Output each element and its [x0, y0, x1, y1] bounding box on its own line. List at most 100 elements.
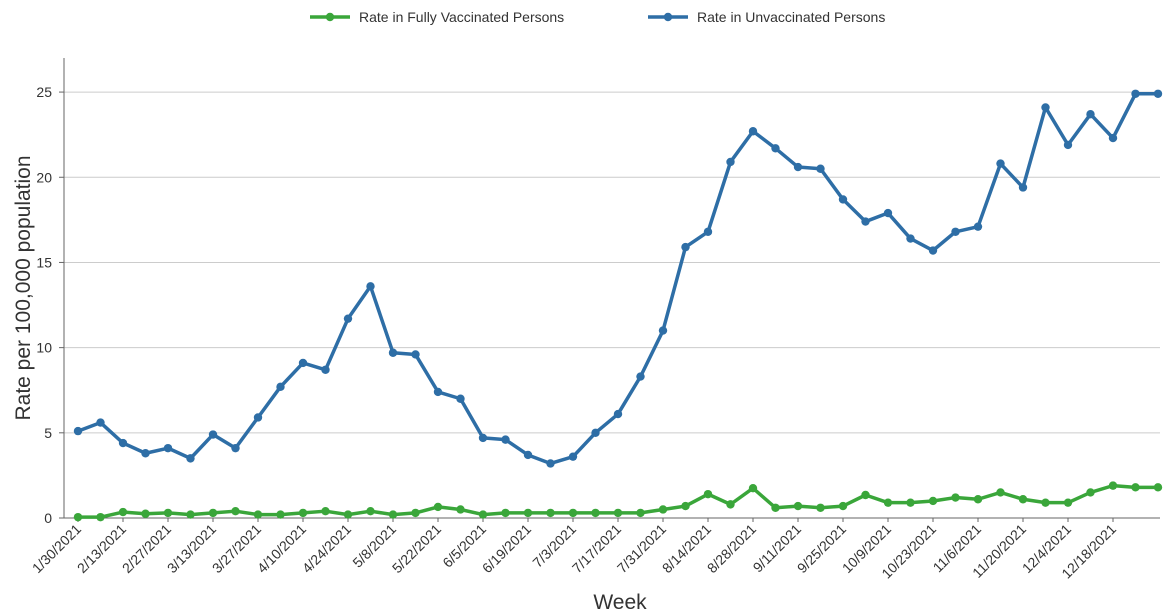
data-point — [208, 430, 218, 439]
data-point — [366, 282, 375, 291]
data-point — [816, 503, 825, 512]
data-point — [276, 382, 285, 392]
data-point — [748, 127, 758, 136]
gridlines — [59, 91, 1160, 522]
data-point — [703, 489, 713, 499]
data-point — [1108, 481, 1118, 490]
data-point — [906, 234, 915, 243]
data-point — [253, 510, 263, 519]
data-point — [816, 164, 825, 173]
data-point — [186, 510, 195, 519]
data-point — [1131, 89, 1140, 98]
legend-swatch-marker — [663, 12, 673, 22]
data-point — [1041, 498, 1050, 507]
legend-label: Rate in Unvaccinated Persons — [697, 9, 885, 25]
x-axis-title: Week — [593, 591, 647, 614]
data-point — [748, 483, 758, 493]
data-point — [1086, 488, 1095, 497]
legend-swatch-marker — [325, 12, 335, 22]
axes — [63, 58, 1160, 519]
data-point — [141, 449, 150, 458]
legend-item: Rate in Fully Vaccinated Persons — [310, 9, 564, 25]
data-point — [501, 508, 510, 518]
data-point — [1018, 495, 1028, 504]
data-point — [1018, 183, 1028, 192]
data-point — [771, 144, 780, 153]
data-point — [1063, 140, 1073, 150]
data-point — [591, 508, 600, 518]
data-point — [388, 348, 398, 357]
data-point — [861, 490, 870, 500]
data-point — [951, 227, 960, 236]
data-point — [681, 501, 690, 511]
y-tick-label: 15 — [36, 254, 52, 270]
x-tick-label: 6/19/2021 — [479, 521, 535, 577]
series-0 — [73, 481, 1163, 522]
data-point — [883, 498, 893, 507]
data-point — [636, 372, 645, 381]
legend-item: Rate in Unvaccinated Persons — [648, 9, 885, 25]
data-point — [523, 450, 533, 460]
data-point — [231, 443, 240, 453]
y-tick-labels: 0 5 10 15 20 25 — [36, 84, 52, 526]
data-point — [636, 508, 645, 518]
data-point — [546, 508, 555, 518]
data-point — [703, 227, 713, 236]
data-point — [96, 418, 105, 427]
data-point — [186, 454, 195, 463]
data-point — [208, 508, 218, 518]
y-axis-title: Rate per 100,000 population — [12, 155, 35, 420]
data-point — [523, 508, 533, 518]
data-point — [1153, 483, 1163, 492]
data-point — [928, 246, 938, 255]
data-point — [118, 507, 128, 517]
data-point — [96, 512, 105, 522]
y-tick-label: 25 — [36, 84, 52, 100]
data-point — [546, 459, 555, 468]
data-point — [838, 501, 848, 511]
data-point — [883, 208, 893, 218]
y-tick-label: 0 — [44, 510, 52, 526]
data-point — [411, 508, 420, 518]
data-point — [253, 413, 263, 422]
legend: Rate in Fully Vaccinated Persons Rate in … — [310, 9, 885, 25]
data-point — [861, 217, 870, 226]
data-point — [591, 428, 600, 438]
data-point — [343, 510, 353, 519]
series-1 — [73, 89, 1163, 468]
data-point — [456, 394, 465, 403]
data-point — [1108, 133, 1118, 143]
x-tick-label: 4/24/2021 — [299, 521, 355, 577]
data-point — [366, 506, 375, 516]
legend-label: Rate in Fully Vaccinated Persons — [359, 9, 564, 25]
series — [73, 89, 1163, 522]
data-point — [1086, 110, 1095, 119]
data-point — [433, 502, 443, 512]
data-point — [478, 433, 488, 443]
data-point — [658, 326, 668, 335]
x-tick-labels: 1/30/20212/13/20212/27/20213/13/20213/27… — [29, 521, 1120, 582]
data-point — [141, 509, 150, 518]
series-line — [76, 92, 1160, 466]
data-point — [478, 510, 488, 519]
data-point — [388, 510, 398, 519]
data-point — [838, 195, 848, 204]
data-point — [613, 508, 623, 518]
data-point — [1131, 483, 1140, 492]
data-point — [1063, 498, 1073, 507]
data-point — [456, 505, 465, 514]
data-point — [793, 162, 803, 172]
data-point — [73, 512, 83, 522]
data-point — [771, 503, 780, 512]
data-point — [973, 495, 983, 504]
data-point — [726, 157, 735, 167]
data-point — [298, 508, 308, 518]
data-point — [118, 438, 128, 448]
data-point — [658, 505, 668, 514]
data-point — [973, 222, 983, 231]
data-point — [793, 501, 803, 511]
data-point — [321, 365, 330, 374]
data-point — [163, 508, 173, 518]
